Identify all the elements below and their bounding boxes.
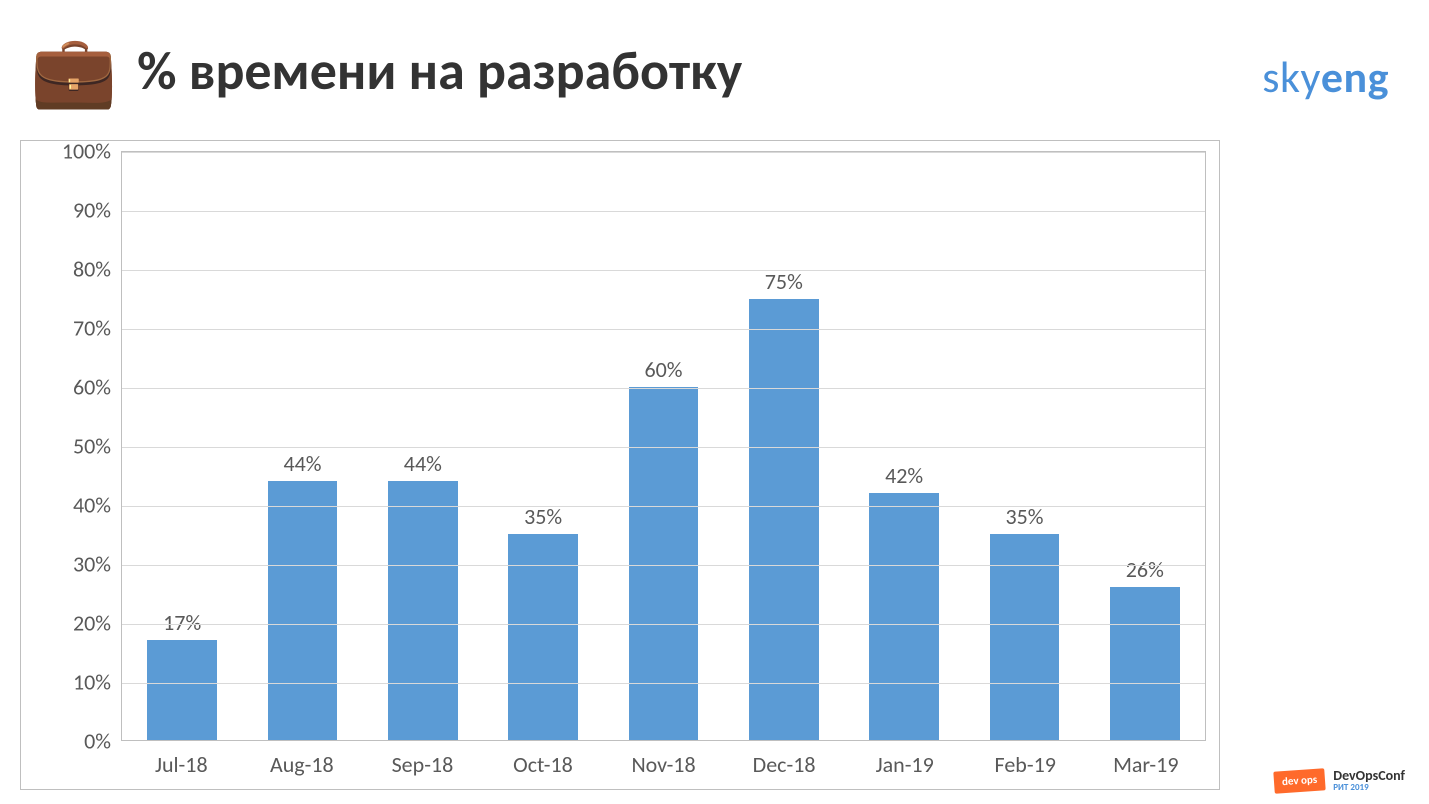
y-tick-label: 80% <box>51 256 111 283</box>
bar-slot: 44% <box>363 152 483 740</box>
y-tick-label: 40% <box>51 492 111 519</box>
page-title: % времени на разработку <box>137 38 742 104</box>
x-axis-labels: Jul-18Aug-18Sep-18Oct-18Nov-18Dec-18Jan-… <box>121 751 1206 778</box>
bar-value-label: 44% <box>388 450 458 477</box>
bar-slot: 44% <box>242 152 362 740</box>
briefcase-icon: 💼 <box>30 36 117 106</box>
y-tick-label: 100% <box>51 138 111 165</box>
bar: 44% <box>388 481 458 740</box>
conf-rest: Conf <box>1378 767 1405 784</box>
chart-plot-area: 17% 44% 44% 35% 60% 75% 42% 35% 26% <box>121 151 1206 741</box>
bar-value-label: 35% <box>990 503 1060 530</box>
bar-slot: 60% <box>603 152 723 740</box>
bar-value-label: 44% <box>268 450 338 477</box>
bar: 42% <box>869 493 939 740</box>
bar-slot: 75% <box>724 152 844 740</box>
bar-slot: 17% <box>122 152 242 740</box>
x-tick-label: Nov-18 <box>603 751 724 778</box>
gridline <box>122 683 1205 684</box>
brand-logo: skyeng <box>1262 50 1389 104</box>
y-tick-label: 10% <box>51 669 111 696</box>
bar-slot: 42% <box>844 152 964 740</box>
x-tick-label: Jul-18 <box>121 751 242 778</box>
devops-conf-text: DevOpsConf РИТ 2019 <box>1333 769 1405 792</box>
bar-value-label: 26% <box>1110 556 1180 583</box>
devops-badge-icon: dev ops <box>1273 768 1326 793</box>
gridline <box>122 270 1205 271</box>
gridline <box>122 447 1205 448</box>
y-tick-label: 0% <box>51 728 111 755</box>
bar-value-label: 35% <box>508 503 578 530</box>
x-tick-label: Dec-18 <box>724 751 845 778</box>
bars-group: 17% 44% 44% 35% 60% 75% 42% 35% 26% <box>122 152 1205 740</box>
x-tick-label: Mar-19 <box>1086 751 1207 778</box>
bar-value-label: 17% <box>147 609 217 636</box>
x-tick-label: Aug-18 <box>242 751 363 778</box>
footer-logo: dev ops DevOpsConf РИТ 2019 <box>1274 769 1405 792</box>
bar-value-label: 60% <box>629 356 699 383</box>
bar-value-label: 42% <box>869 462 939 489</box>
y-tick-label: 50% <box>51 433 111 460</box>
gridline <box>122 388 1205 389</box>
gridline <box>122 506 1205 507</box>
brand-part2: eng <box>1321 50 1389 104</box>
bar-slot: 35% <box>964 152 1084 740</box>
bar-slot: 35% <box>483 152 603 740</box>
bar: 17% <box>147 640 217 740</box>
y-tick-label: 90% <box>51 197 111 224</box>
x-tick-label: Jan-19 <box>844 751 965 778</box>
gridline <box>122 211 1205 212</box>
gridline <box>122 565 1205 566</box>
conf-subtext: РИТ 2019 <box>1333 783 1405 792</box>
bar: 75% <box>749 299 819 740</box>
gridline <box>122 152 1205 153</box>
chart-container: 17% 44% 44% 35% 60% 75% 42% 35% 26% Jul-18Aug-18… <box>20 140 1220 790</box>
x-tick-label: Sep-18 <box>362 751 483 778</box>
header: 💼 % времени на разработку <box>30 36 1399 106</box>
bar: 60% <box>629 387 699 740</box>
x-tick-label: Oct-18 <box>483 751 604 778</box>
x-tick-label: Feb-19 <box>965 751 1086 778</box>
bar: 26% <box>1110 587 1180 740</box>
gridline <box>122 624 1205 625</box>
brand-part1: sky <box>1262 50 1321 104</box>
bar-value-label: 75% <box>749 268 819 295</box>
y-tick-label: 70% <box>51 315 111 342</box>
y-tick-label: 60% <box>51 374 111 401</box>
bar: 44% <box>268 481 338 740</box>
y-tick-label: 30% <box>51 551 111 578</box>
bar-slot: 26% <box>1085 152 1205 740</box>
y-tick-label: 20% <box>51 610 111 637</box>
gridline <box>122 329 1205 330</box>
